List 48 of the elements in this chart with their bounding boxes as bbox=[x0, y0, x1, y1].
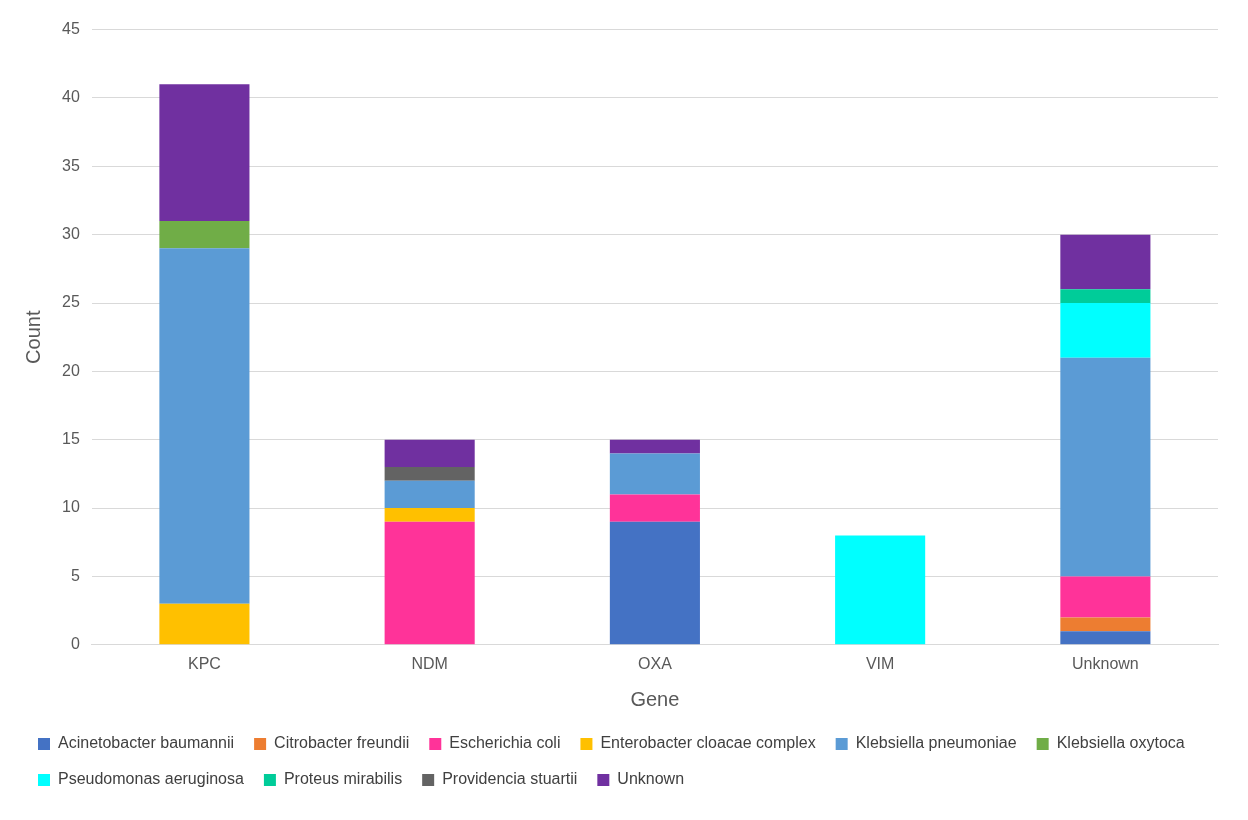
legend-label: Citrobacter freundii bbox=[274, 734, 410, 752]
legend-label: Proteus mirabilis bbox=[283, 770, 403, 788]
x-tick-label: OXA bbox=[638, 654, 673, 672]
bar bbox=[384, 480, 475, 509]
bar bbox=[159, 248, 250, 604]
legend-label: Klebsiella oxytoca bbox=[1056, 734, 1185, 752]
x-axis-title: Gene bbox=[630, 687, 680, 710]
x-tick-label: KPC bbox=[187, 654, 221, 672]
bar bbox=[159, 84, 250, 221]
bar bbox=[1060, 631, 1151, 645]
legend-label: Klebsiella pneumoniae bbox=[855, 734, 1017, 752]
y-axis-title: Count bbox=[21, 310, 44, 364]
bar bbox=[1060, 576, 1151, 618]
bar bbox=[835, 535, 926, 645]
bar bbox=[1060, 303, 1151, 358]
y-tick-label: 15 bbox=[62, 430, 80, 448]
y-tick-label: 10 bbox=[62, 498, 80, 516]
x-tick-label: NDM bbox=[411, 654, 448, 672]
legend-label: Unknown bbox=[617, 770, 685, 788]
bar bbox=[609, 439, 700, 454]
bar bbox=[609, 521, 700, 645]
bar bbox=[384, 508, 475, 522]
bar bbox=[1060, 617, 1151, 632]
bar bbox=[159, 221, 250, 249]
legend-label: Acinetobacter baumannii bbox=[58, 734, 235, 752]
legend-label: Providencia stuartii bbox=[442, 770, 578, 788]
y-tick-label: 40 bbox=[62, 88, 80, 106]
y-tick-label: 30 bbox=[62, 225, 80, 243]
y-tick-label: 0 bbox=[70, 635, 80, 653]
y-tick-label: 25 bbox=[62, 293, 80, 311]
x-tick-label: Unknown bbox=[1072, 654, 1139, 672]
y-tick-label: 20 bbox=[62, 361, 80, 379]
bar bbox=[384, 439, 475, 468]
bar bbox=[384, 521, 475, 645]
y-tick-label: 5 bbox=[70, 566, 80, 584]
bar bbox=[1060, 289, 1151, 304]
legend-label: Enterobacter cloacae complex bbox=[600, 734, 816, 752]
bar bbox=[609, 453, 700, 495]
y-tick-label: 45 bbox=[62, 20, 80, 38]
bar bbox=[159, 603, 250, 645]
bar bbox=[1060, 234, 1151, 290]
legend-label: Pseudomonas aeruginosa bbox=[58, 770, 245, 788]
bar bbox=[384, 467, 475, 481]
x-tick-label: VIM bbox=[865, 654, 895, 672]
bar bbox=[609, 494, 700, 522]
y-tick-label: 35 bbox=[62, 156, 80, 174]
bar bbox=[1060, 357, 1151, 577]
legend-label: Escherichia coli bbox=[449, 734, 561, 752]
